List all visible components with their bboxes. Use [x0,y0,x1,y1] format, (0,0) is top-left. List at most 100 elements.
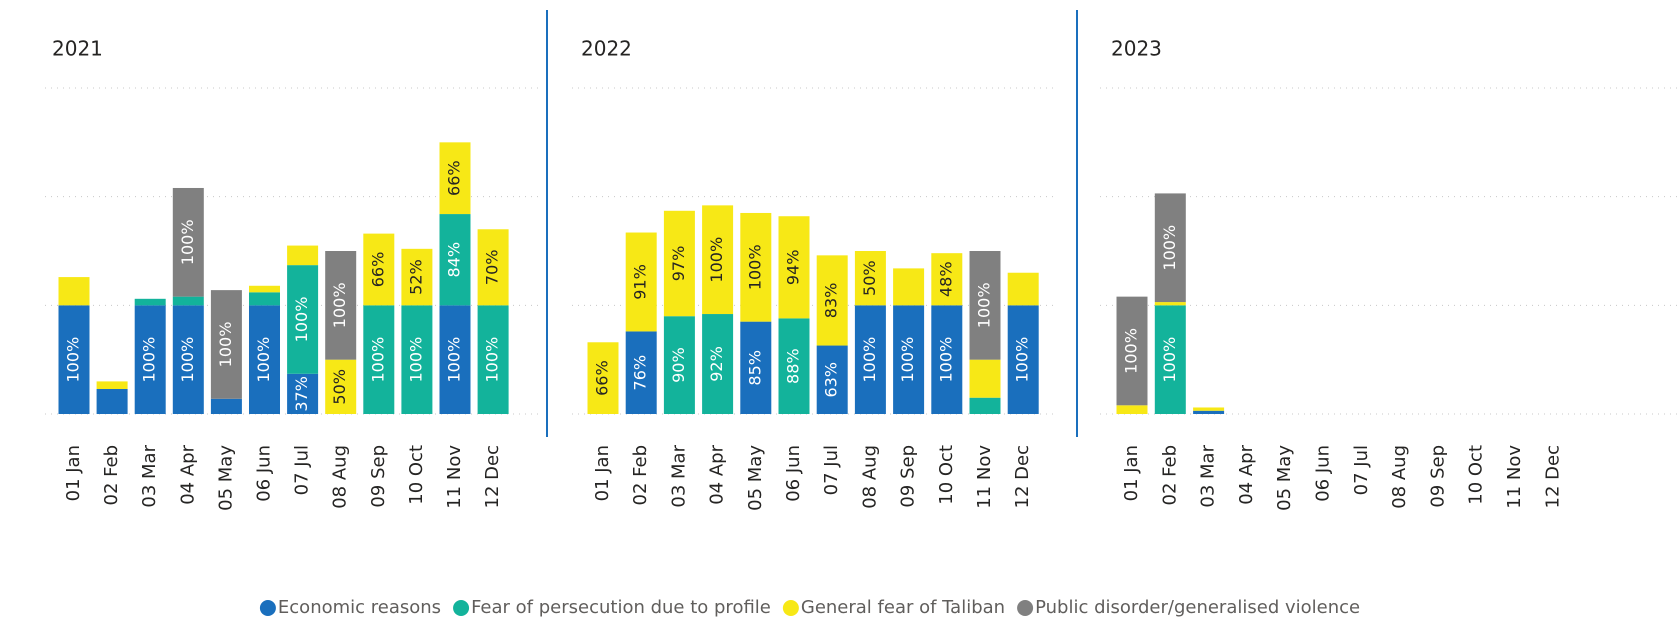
legend: Economic reasons Fear of persecution due … [259,597,1360,618]
data-label: 100% [178,337,197,383]
bar-segment [740,212,772,322]
data-label: 100% [1160,225,1179,271]
bar-segment [249,292,280,306]
data-label: 97% [669,246,688,282]
bar-segment [134,305,166,414]
data-label: 92% [707,346,726,382]
bar-segment [172,305,204,414]
data-label: 100% [368,337,387,383]
data-label: 100% [178,219,197,265]
data-label: 90% [669,347,688,383]
bar-segment [931,253,963,306]
bar-segment [401,305,433,414]
bar-segment [210,290,242,399]
bar-segment [1154,302,1186,306]
x-tick-label: 06 Jun [1313,445,1334,502]
data-label: 94% [784,250,803,286]
x-tick-label: 07 Jul [821,445,842,495]
bar-segment [249,305,280,414]
data-label: 100% [292,297,311,343]
bar-segment [58,305,90,414]
bar-segment [969,397,1001,414]
legend-marker [259,600,276,616]
data-label: 100% [1013,337,1032,383]
legend-marker [1017,600,1034,616]
x-tick-label: 05 May [1274,445,1295,511]
bar-segment [1193,407,1225,411]
bar-segment [854,305,886,414]
x-tick-label: 07 Jul [1351,445,1372,495]
bar-segment [1007,305,1039,414]
bar-segment [249,285,280,293]
bar-segment [778,318,810,414]
data-label: 91% [631,264,650,300]
x-tick-label: 06 Jun [254,445,275,502]
bar-segment [663,316,695,414]
x-tick-label: 01 Jan [63,445,84,501]
data-label: 66% [445,160,464,196]
x-tick-label: 03 Mar [668,444,689,507]
bar-segment [287,373,319,414]
bar-segment [58,277,90,306]
bar-segment [816,255,848,346]
x-tick-label: 09 Sep [368,445,389,508]
bar-segment [172,296,204,306]
data-label: 50% [330,369,349,405]
x-tick-label: 05 May [215,445,236,511]
x-tick-label: 01 Jan [592,445,613,501]
data-label: 100% [64,337,83,383]
data-label: 70% [483,250,502,286]
data-label: 100% [1122,328,1141,374]
x-tick-label: 08 Aug [330,445,351,509]
panel-title: 2021 [52,37,103,61]
x-tick-label: 04 Apr [1236,444,1257,504]
x-tick-label: 10 Oct [406,445,427,505]
data-label: 100% [898,337,917,383]
bar-segment [363,233,395,306]
x-tick-label: 12 Dec [1542,445,1563,508]
bar-segment [287,265,319,374]
legend-marker [782,600,799,616]
data-label: 48% [936,261,955,297]
x-tick-label: 05 May [745,445,766,511]
bar-segment [477,229,509,306]
bar-segment [96,389,128,414]
data-label: 63% [822,362,841,398]
bar-segment [969,251,1001,360]
x-tick-label: 12 Dec [1012,445,1033,508]
x-tick-label: 03 Mar [1198,444,1219,507]
x-tick-label: 02 Feb [101,445,122,506]
panel-title: 2022 [581,37,632,61]
legend-label: Economic reasons [278,597,441,618]
x-tick-label: 08 Aug [859,445,880,509]
bar-segment [969,359,1001,398]
x-tick-label: 01 Jan [1121,445,1142,501]
bar-segment [702,314,734,414]
x-tick-label: 07 Jul [292,445,313,495]
bar-segment [1154,193,1186,303]
data-label: 66% [368,252,387,288]
data-label: 100% [745,244,764,290]
bar-segment [96,381,128,390]
data-label: 83% [822,283,841,319]
x-tick-label: 11 Nov [1504,445,1525,509]
bar-segment [816,345,848,414]
x-tick-label: 09 Sep [898,445,919,508]
x-tick-label: 10 Oct [1466,445,1487,505]
bar-segment [325,251,357,360]
data-label: 100% [936,337,955,383]
bar-segment [1007,272,1039,306]
bar-segment [625,232,657,332]
data-label: 100% [860,337,879,383]
data-label: 100% [254,337,273,383]
data-label: 66% [593,360,612,396]
x-tick-label: 02 Feb [1159,445,1180,506]
bar-segment [172,187,204,297]
x-tick-label: 08 Aug [1389,445,1410,509]
bar-segment [625,331,657,414]
bar-segment [1116,405,1148,414]
data-label: 100% [975,282,994,328]
bar-segment [477,305,509,414]
x-tick-label: 09 Sep [1427,445,1448,508]
